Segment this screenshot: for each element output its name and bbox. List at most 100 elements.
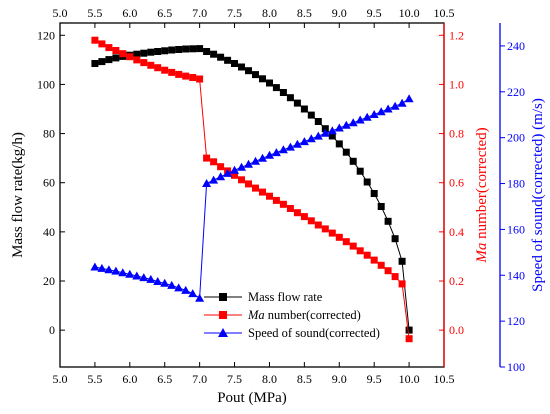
y-axis-right-mach-title-rest: number(corrected) — [474, 127, 490, 242]
y-mach-tick-label: 1.0 — [449, 77, 464, 91]
data-point-sound — [376, 107, 386, 116]
data-point-mass — [279, 89, 287, 96]
data-point-mach — [119, 50, 127, 58]
data-point-mach — [377, 261, 385, 269]
y-left-tick-label: 100 — [37, 77, 55, 91]
legend: Mass flow rate Ma number(corrected) Spee… — [204, 290, 380, 340]
data-point-sound — [174, 283, 184, 292]
data-point-mach — [266, 192, 273, 200]
data-point-sound — [160, 278, 170, 287]
data-point-mach — [293, 209, 301, 217]
data-point-mach — [391, 273, 399, 281]
data-point-mass — [238, 63, 245, 71]
y-sound-tick-label: 160 — [507, 222, 525, 236]
legend-label-mass: Mass flow rate — [248, 290, 323, 304]
data-point-mass — [140, 49, 148, 57]
data-point-mach — [189, 74, 197, 81]
x-tick-label-bottom: 10.5 — [434, 372, 455, 386]
data-point-mass — [168, 46, 176, 54]
data-point-sound — [362, 112, 372, 121]
data-point-sound — [383, 104, 393, 113]
data-point-mass — [356, 167, 364, 175]
data-point-sound — [390, 101, 400, 110]
data-point-mass — [105, 56, 113, 64]
data-point-sound — [299, 137, 309, 146]
data-point-mach — [147, 61, 155, 69]
data-point-mach — [133, 56, 141, 64]
x-tick-label-bottom: 8.0 — [262, 372, 277, 386]
legend-marker-sound — [218, 328, 228, 337]
data-point-mass — [189, 45, 197, 53]
data-point-mass — [377, 203, 385, 210]
data-point-mach — [307, 217, 315, 225]
x-tick-label-bottom: 7.5 — [227, 372, 242, 386]
data-point-sound — [251, 156, 260, 165]
y-mach-tick-label: 0.8 — [449, 127, 464, 141]
data-point-sound — [313, 131, 323, 140]
y-axis-right-mach-title-italic: Ma — [474, 243, 490, 264]
data-point-mach — [272, 196, 280, 204]
data-point-mach — [286, 205, 294, 212]
data-point-sound — [327, 126, 337, 135]
x-tick-label-bottom: 5.5 — [87, 372, 102, 386]
data-point-mass — [405, 326, 413, 334]
data-point-sound — [258, 153, 267, 162]
data-point-sound — [118, 268, 128, 277]
x-tick-label-top: 9.5 — [367, 6, 382, 20]
data-point-mach — [217, 163, 225, 171]
data-point-mach — [196, 75, 204, 83]
y-mach-tick-label: 0.6 — [449, 176, 464, 190]
data-point-mass — [217, 53, 225, 61]
x-tick-label-top: 6.5 — [157, 6, 172, 20]
series-sound — [90, 94, 414, 302]
data-point-mass — [342, 148, 350, 156]
data-point-sound — [139, 273, 149, 282]
y-sound-tick-label: 120 — [507, 314, 525, 328]
y-axis-left-title: Mass flow rate(kg/h) — [10, 132, 26, 258]
y-axis-right-sound-title: Speed of sound(corrected) (m/s) — [530, 98, 546, 292]
x-tick-label-top: 9.0 — [332, 6, 347, 20]
data-point-sound — [195, 293, 205, 302]
y-sound-tick-label: 220 — [507, 85, 525, 99]
data-point-mach — [370, 256, 378, 264]
data-point-sound — [202, 179, 212, 187]
data-point-mass — [112, 54, 120, 62]
legend-label-mach-rest: number(corrected) — [265, 308, 361, 322]
y-sound-tick-label: 100 — [507, 360, 525, 374]
x-tick-label-top: 10.0 — [399, 6, 420, 20]
data-point-mach — [140, 59, 148, 67]
data-point-sound — [306, 134, 316, 143]
data-point-sound — [209, 175, 219, 184]
y-left-tick-label: 60 — [43, 176, 55, 190]
y-sound-tick-label: 140 — [507, 268, 525, 282]
data-point-mass — [363, 178, 371, 186]
data-point-mach — [210, 158, 218, 166]
data-point-mass — [384, 217, 392, 225]
x-tick-label-bottom: 10.0 — [399, 372, 420, 386]
data-point-mass — [391, 235, 399, 243]
data-point-mach — [105, 44, 113, 52]
x-tick-label-top: 8.0 — [262, 6, 277, 20]
data-point-sound — [146, 274, 156, 283]
data-point-sound — [320, 128, 330, 137]
x-tick-label-bottom: 9.0 — [332, 372, 347, 386]
data-point-sound — [90, 262, 100, 271]
data-point-mach — [328, 229, 336, 237]
legend-marker-mach — [219, 311, 227, 319]
x-tick-label-bottom: 5.0 — [53, 372, 68, 386]
x-tick-label-top: 5.0 — [53, 6, 68, 20]
data-point-mass — [349, 157, 357, 165]
data-point-mass — [328, 132, 336, 140]
x-tick-label-bottom: 9.5 — [367, 372, 382, 386]
data-point-sound — [244, 159, 253, 168]
data-point-mach — [314, 221, 322, 229]
legend-entry-sound: Speed of sound(corrected) — [204, 326, 380, 340]
data-point-mass — [133, 50, 141, 58]
data-point-sound — [271, 148, 281, 157]
data-point-mach — [98, 40, 106, 48]
data-point-mass — [91, 60, 99, 67]
legend-label-mach: Ma number(corrected) — [247, 308, 361, 322]
data-point-sound — [341, 120, 351, 129]
data-point-mach — [182, 72, 190, 80]
